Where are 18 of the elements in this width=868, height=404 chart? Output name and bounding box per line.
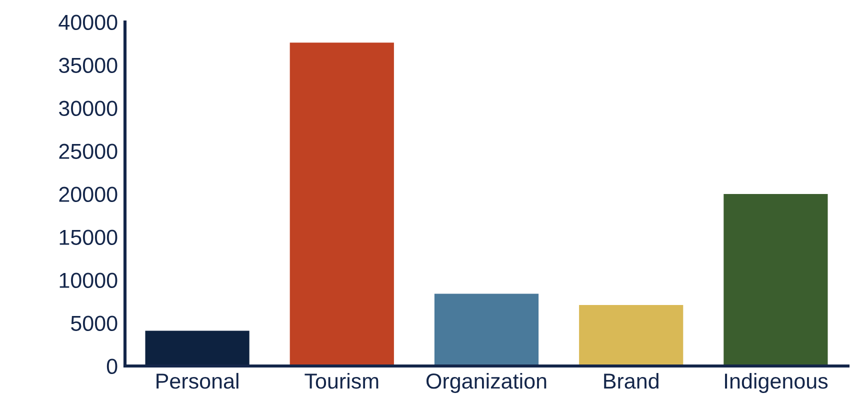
x-tick-label: Organization	[426, 372, 546, 394]
y-tick-label: 20000	[59, 186, 118, 202]
y-tick-label: 35000	[59, 58, 118, 74]
x-tick-label: Personal	[156, 372, 238, 389]
y-tick-label: 30000	[59, 100, 118, 116]
x-tick-label: Indigenous	[725, 372, 828, 394]
y-tick-label: 15000	[60, 230, 118, 246]
x-tick-label: Brand	[604, 372, 658, 389]
x-tick-label: Tourism	[304, 372, 378, 389]
y-tick-label: 5000	[71, 316, 118, 332]
y-tick-label: 10000	[60, 272, 118, 288]
y-tick-label: 25000	[59, 144, 118, 160]
bar	[579, 304, 684, 366]
bar	[724, 194, 828, 366]
y-tick-label: 40000	[58, 14, 118, 30]
bar	[434, 294, 539, 366]
bar	[290, 42, 394, 366]
y-tick-label: 0	[106, 358, 118, 374]
